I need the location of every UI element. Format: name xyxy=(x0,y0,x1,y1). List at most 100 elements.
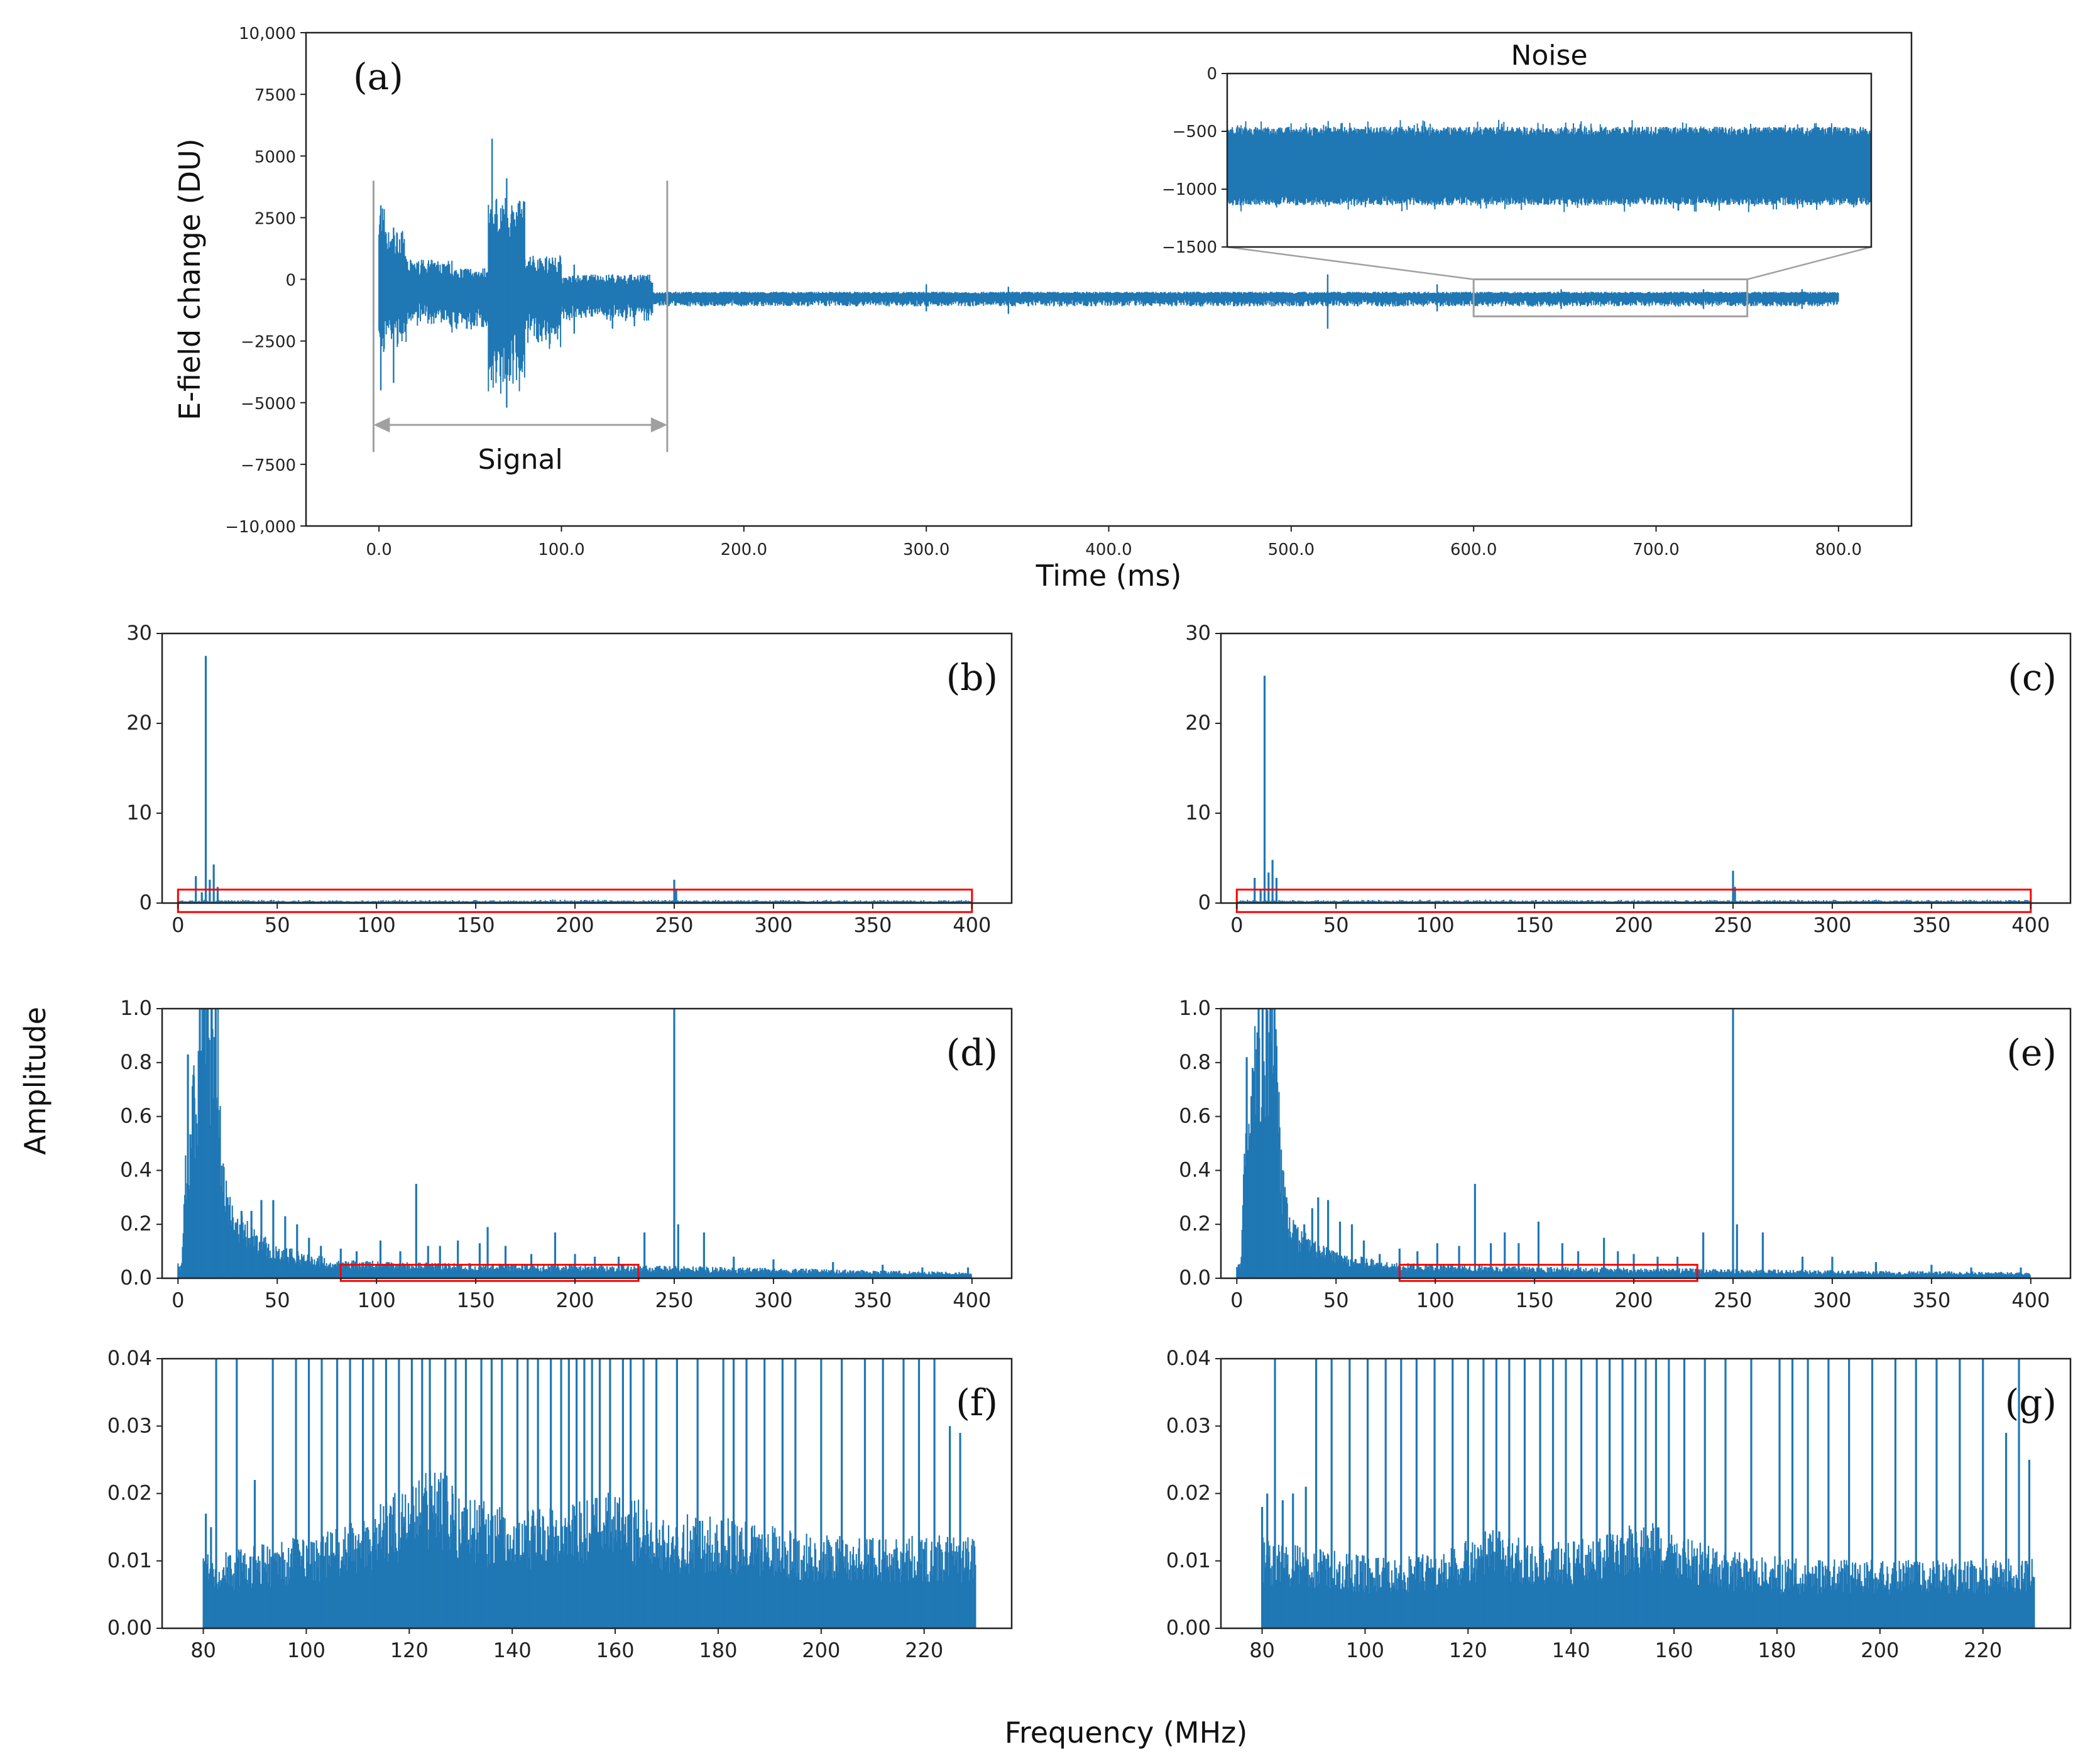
y-tick-label: −10,000 xyxy=(225,518,296,537)
x-tick-label: 400 xyxy=(2011,1288,2050,1312)
zoom-highlight-box xyxy=(177,889,973,913)
x-tick-label: 220 xyxy=(1964,1638,2002,1662)
x-tick-label: 0 xyxy=(172,1288,184,1312)
x-tick-label: 600.0 xyxy=(1450,540,1497,559)
inset-y-tick-label: −1500 xyxy=(1162,238,1217,257)
x-tick-label: 160 xyxy=(1655,1638,1693,1662)
y-tick-label: 30 xyxy=(1185,621,1211,645)
x-tick-label: 500.0 xyxy=(1268,540,1315,559)
spectrum-series-f xyxy=(202,1359,976,1628)
x-tick-label: 220 xyxy=(905,1638,943,1662)
inset-y-tick-label: 0 xyxy=(1206,65,1217,84)
y-tick-label: 1.0 xyxy=(1179,996,1211,1020)
chart-c: 0 50 100 150 200 250 300 350 400 0 10 20 30 (c) xyxy=(1185,621,2072,937)
y-tick-label: 30 xyxy=(126,621,152,645)
x-tick-label: 250 xyxy=(655,913,693,937)
x-tick-label: 180 xyxy=(1758,1638,1796,1662)
y-tick-label: 0.8 xyxy=(120,1050,152,1074)
y-tick-label: 0.6 xyxy=(1179,1104,1211,1128)
y-tick-label: 10 xyxy=(126,801,152,825)
x-tick-label: 800.0 xyxy=(1815,540,1862,559)
x-tick-label: 200 xyxy=(802,1638,840,1662)
y-tick-label: 0.02 xyxy=(107,1481,152,1505)
inset-title: Noise xyxy=(1511,40,1587,72)
panel-label-e: (e) xyxy=(2006,1031,2057,1074)
x-tick-label: 0.0 xyxy=(366,540,391,559)
spectrum-series-e xyxy=(1236,1009,2031,1278)
noise-window-box xyxy=(1472,278,1749,317)
x-tick-label: 200 xyxy=(556,913,594,937)
y-tick-label: −2500 xyxy=(241,333,296,352)
panel-label-a: (a) xyxy=(353,55,403,98)
x-tick-label: 100 xyxy=(1416,913,1455,937)
y-tick-label: 0.4 xyxy=(120,1158,152,1181)
y-tick-label: 0.8 xyxy=(1179,1050,1211,1074)
y-tick-label: 0 xyxy=(285,271,296,290)
x-tick-label: 200.0 xyxy=(721,540,767,559)
y-tick-label: 0.2 xyxy=(120,1212,152,1236)
x-tick-label: 150 xyxy=(457,913,495,937)
x-tick-label: 400 xyxy=(953,913,991,937)
x-tick-label: 700.0 xyxy=(1632,540,1679,559)
signal-label: Signal xyxy=(478,444,563,476)
x-tick-label: 120 xyxy=(1449,1638,1487,1662)
inset-connector-right xyxy=(1747,246,1872,280)
x-tick-label: 50 xyxy=(265,1288,290,1312)
x-tick-label: 100 xyxy=(1346,1638,1384,1662)
y-tick-label: 0.03 xyxy=(1166,1413,1211,1437)
y-tick-label: 1.0 xyxy=(120,996,152,1020)
x-tick-label: 100.0 xyxy=(538,540,584,559)
spectrum-noise-floor xyxy=(1236,1009,2031,1278)
x-tick-label: 350 xyxy=(1912,1288,1950,1312)
x-tick-label: 150 xyxy=(1516,1288,1554,1312)
x-tick-label: 0 xyxy=(1230,913,1243,937)
inset-y-tick-label: −500 xyxy=(1173,123,1217,141)
x-tick-label: 400 xyxy=(2011,913,2050,937)
x-tick-label: 80 xyxy=(190,1638,216,1662)
y-tick-label: 0.03 xyxy=(107,1413,152,1437)
x-tick-label: 250 xyxy=(1714,1288,1752,1312)
x-tick-label: 200 xyxy=(556,1288,594,1312)
y-tick-label: 5000 xyxy=(254,148,296,167)
spectrum-series-g xyxy=(1261,1359,2035,1628)
y-tick-label: 2500 xyxy=(254,209,296,228)
x-tick-label: 80 xyxy=(1249,1638,1275,1662)
x-tick-label: 150 xyxy=(457,1288,495,1312)
x-tick-label: 100 xyxy=(1416,1288,1455,1312)
arrow-head-left xyxy=(373,417,390,433)
plot-frame-e xyxy=(1220,1007,2072,1280)
chart-f: 80 100 120 140 160 180 200 220 0.00 0.01 0.02 0.03 0… xyxy=(107,1346,1013,1662)
x-tick-label: 0 xyxy=(172,913,184,937)
y-tick-label: 0.04 xyxy=(107,1346,152,1370)
x-tick-label: 200 xyxy=(1861,1638,1899,1662)
y-tick-label: 0.01 xyxy=(1166,1548,1211,1572)
x-tick-label: 100 xyxy=(358,913,396,937)
zoom-highlight-box xyxy=(1235,889,2032,913)
x-tick-label: 350 xyxy=(1912,913,1950,937)
x-tick-label: 200 xyxy=(1615,913,1653,937)
panel-label-g: (g) xyxy=(2005,1381,2057,1424)
y-tick-label: 0.04 xyxy=(1166,1346,1211,1370)
spectrum-noise-floor xyxy=(1261,1523,2035,1628)
x-tick-label: 400 xyxy=(953,1288,991,1312)
x-tick-label: 100 xyxy=(287,1638,325,1662)
waveform-body xyxy=(378,198,1839,394)
y-tick-label: 20 xyxy=(126,711,152,735)
y-tick-label: 10 xyxy=(1185,801,1211,825)
y-tick-label: 10,000 xyxy=(239,25,296,43)
inset-connector-left xyxy=(1227,246,1474,280)
y-tick-label: 0 xyxy=(1198,890,1211,914)
chart-b: 0 50 100 150 200 250 300 350 400 0 10 20 30 (b) xyxy=(126,621,1013,937)
spectrum-noise-floor xyxy=(202,1470,976,1628)
y-tick-label: 0.4 xyxy=(1179,1158,1211,1181)
x-tick-label: 120 xyxy=(390,1638,429,1662)
chart-a: Signal 0.0 100.0 200.0 300.0 400.0 500.0 600.0 7… xyxy=(173,25,1913,593)
zoom-highlight-box xyxy=(339,1264,640,1282)
panel-label-c: (c) xyxy=(2008,656,2057,699)
shared-x-axis-label: Frequency (MHz) xyxy=(1005,1716,1248,1750)
x-tick-label: 300.0 xyxy=(903,540,949,559)
noise-inset-series xyxy=(1227,119,1871,212)
plot-frame-c xyxy=(1220,632,2072,904)
x-tick-label: 300 xyxy=(1813,1288,1851,1312)
panel-label-f: (f) xyxy=(956,1381,998,1424)
